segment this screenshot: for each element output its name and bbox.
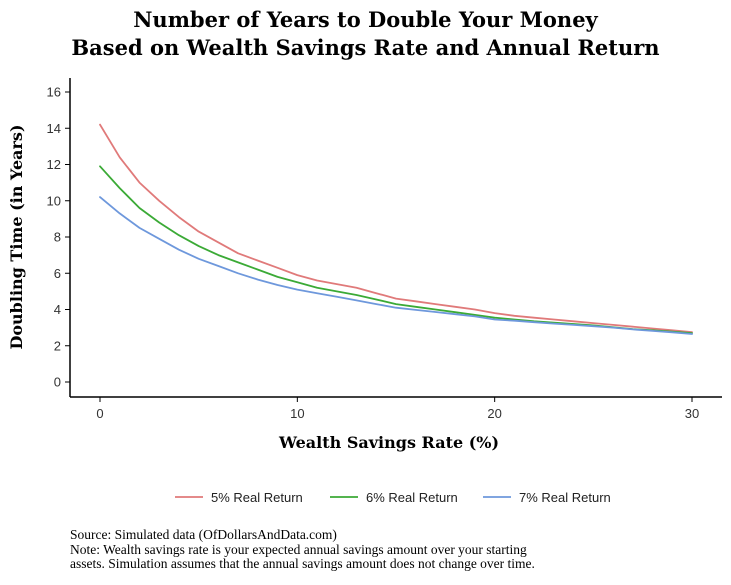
x-tick-label: 30 <box>685 406 699 421</box>
x-tick-label: 10 <box>290 406 304 421</box>
legend: 5% Real Return 6% Real Return 7% Real Retu… <box>175 490 611 505</box>
chart-notes: Source: Simulated data (OfDollarsAndData… <box>70 527 720 572</box>
x-ticks: 0 10 20 30 <box>96 397 699 421</box>
legend-label-3: 7% Real Return <box>519 490 611 505</box>
source-note: Source: Simulated data (OfDollarsAndData… <box>70 527 337 542</box>
y-ticks: 0 2 4 6 8 10 12 14 16 <box>47 85 70 390</box>
series-line-3 <box>99 196 693 335</box>
y-axis-title: Doubling Time (in Years) <box>7 124 26 349</box>
y-tick-label: 10 <box>47 193 61 208</box>
y-tick-label: 14 <box>47 121 61 136</box>
x-tick-label: 20 <box>487 406 501 421</box>
y-tick-label: 6 <box>54 266 61 281</box>
note-line-1: Note: Wealth savings rate is your expect… <box>70 541 527 557</box>
series-lines <box>99 123 693 335</box>
x-axis-title: Wealth Savings Rate (%) <box>278 433 499 452</box>
note-line-2: assets. Simulation assumes that the annu… <box>70 556 535 571</box>
chart-title: Number of Years to Double Your Money Bas… <box>0 6 731 62</box>
chart-title-line-1: Number of Years to Double Your Money <box>133 7 598 32</box>
y-tick-label: 8 <box>54 230 61 245</box>
series-line-1 <box>99 123 693 334</box>
x-tick-label: 0 <box>96 406 103 421</box>
y-tick-label: 16 <box>47 85 61 100</box>
chart-title-line-2: Based on Wealth Savings Rate and Annual … <box>71 35 660 60</box>
y-tick-label: 0 <box>54 375 61 390</box>
legend-label-1: 5% Real Return <box>211 490 303 505</box>
legend-label-2: 6% Real Return <box>366 490 458 505</box>
y-tick-label: 2 <box>54 338 61 353</box>
y-tick-label: 4 <box>54 302 61 317</box>
chart-axes <box>69 78 722 398</box>
y-tick-label: 12 <box>47 157 61 172</box>
